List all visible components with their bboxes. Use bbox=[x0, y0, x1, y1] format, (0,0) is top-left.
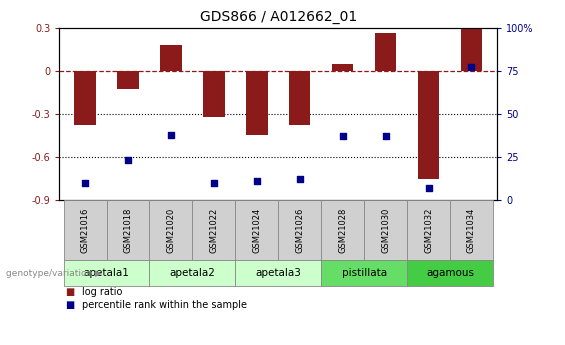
Point bbox=[210, 180, 219, 186]
Text: ■: ■ bbox=[65, 287, 74, 296]
Text: GSM21034: GSM21034 bbox=[467, 208, 476, 253]
Text: apetala3: apetala3 bbox=[255, 268, 301, 278]
Text: GSM21026: GSM21026 bbox=[295, 208, 304, 253]
Text: GSM21032: GSM21032 bbox=[424, 208, 433, 253]
Text: GSM21016: GSM21016 bbox=[81, 208, 90, 253]
Point bbox=[253, 178, 262, 184]
Text: GSM21030: GSM21030 bbox=[381, 208, 390, 253]
Text: agamous: agamous bbox=[426, 268, 474, 278]
Bar bbox=[418, 71, 439, 179]
Bar bbox=[203, 71, 225, 117]
Bar bbox=[289, 71, 310, 125]
Text: GSM21018: GSM21018 bbox=[124, 208, 133, 253]
Text: pistillata: pistillata bbox=[342, 268, 386, 278]
Point bbox=[338, 134, 347, 139]
Bar bbox=[246, 71, 268, 136]
Text: apetala2: apetala2 bbox=[170, 268, 215, 278]
Point bbox=[424, 185, 433, 191]
Point bbox=[124, 158, 133, 163]
Point bbox=[381, 134, 390, 139]
Point bbox=[167, 132, 176, 137]
Text: GSM21028: GSM21028 bbox=[338, 208, 347, 253]
Text: GSM21020: GSM21020 bbox=[167, 208, 176, 253]
Title: GDS866 / A012662_01: GDS866 / A012662_01 bbox=[199, 10, 357, 24]
Bar bbox=[460, 28, 482, 71]
Point bbox=[81, 180, 90, 186]
Text: percentile rank within the sample: percentile rank within the sample bbox=[82, 300, 247, 309]
Text: log ratio: log ratio bbox=[82, 287, 122, 296]
Bar bbox=[160, 45, 182, 71]
Bar bbox=[332, 63, 353, 71]
Text: GSM21024: GSM21024 bbox=[253, 208, 261, 253]
Bar bbox=[75, 71, 96, 125]
Text: ■: ■ bbox=[65, 300, 74, 309]
Bar bbox=[118, 71, 139, 89]
Bar bbox=[375, 33, 396, 71]
Text: apetala1: apetala1 bbox=[84, 268, 129, 278]
Text: GSM21022: GSM21022 bbox=[210, 208, 218, 253]
Text: genotype/variation ▶: genotype/variation ▶ bbox=[6, 269, 102, 278]
Point bbox=[295, 177, 304, 182]
Point bbox=[467, 65, 476, 70]
